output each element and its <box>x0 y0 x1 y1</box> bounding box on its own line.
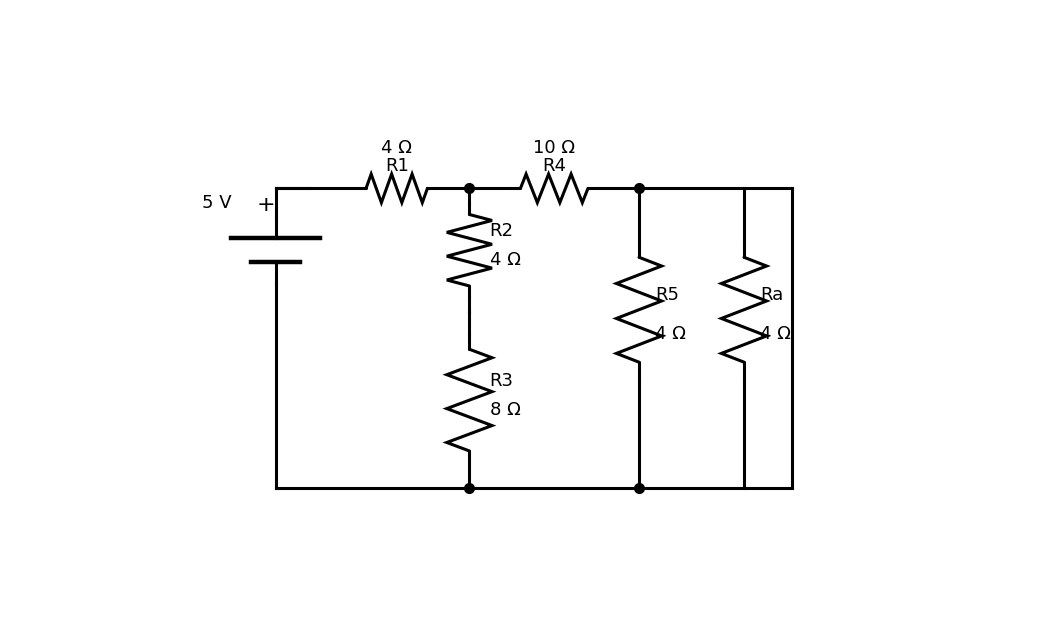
Text: 4 Ω: 4 Ω <box>761 324 791 342</box>
Text: R1: R1 <box>384 157 408 175</box>
Text: R4: R4 <box>542 157 566 175</box>
Text: 10 Ω: 10 Ω <box>534 140 575 158</box>
Text: R2: R2 <box>490 222 514 240</box>
Text: 4 Ω: 4 Ω <box>490 251 521 269</box>
Text: 5 V: 5 V <box>201 194 231 212</box>
Text: 4 Ω: 4 Ω <box>655 324 686 342</box>
Text: 8 Ω: 8 Ω <box>490 400 520 418</box>
Text: +: + <box>256 195 275 214</box>
Text: R3: R3 <box>490 372 514 390</box>
Text: 4 Ω: 4 Ω <box>381 140 413 158</box>
Text: Ra: Ra <box>761 286 784 305</box>
Text: R5: R5 <box>655 286 679 305</box>
